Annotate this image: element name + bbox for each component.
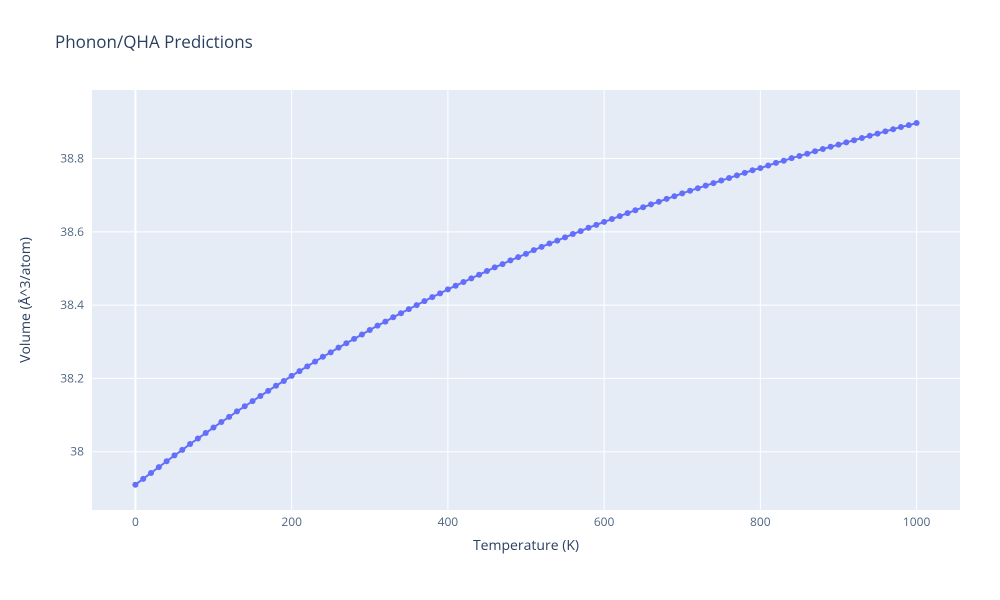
svg-text:800: 800 <box>750 513 771 530</box>
svg-text:1000: 1000 <box>903 513 931 530</box>
y-tick-labels: 38 38.2 38.4 38.6 38.8 <box>60 150 84 460</box>
y-axis-title: Volume (Å^3/atom) <box>16 237 35 363</box>
chart-title: Phonon/QHA Predictions <box>55 30 253 53</box>
chart-container: Phonon/QHA Predictions 02004006008001000… <box>0 0 1000 600</box>
svg-text:400: 400 <box>438 513 459 530</box>
svg-text:38.4: 38.4 <box>60 296 84 313</box>
svg-text:200: 200 <box>281 513 302 530</box>
svg-text:38.8: 38.8 <box>60 150 84 167</box>
plot-background <box>92 90 960 510</box>
svg-text:600: 600 <box>594 513 615 530</box>
svg-text:38.2: 38.2 <box>60 369 84 386</box>
svg-text:0: 0 <box>132 513 139 530</box>
plot-svg[interactable]: 02004006008001000 3838.238.438.638.8 <box>92 90 960 510</box>
x-tick-labels: 0 200 400 600 800 1000 <box>132 513 930 530</box>
x-axis-title: Temperature (K) <box>473 536 579 555</box>
svg-text:38.6: 38.6 <box>60 223 84 240</box>
svg-text:38: 38 <box>70 443 84 460</box>
